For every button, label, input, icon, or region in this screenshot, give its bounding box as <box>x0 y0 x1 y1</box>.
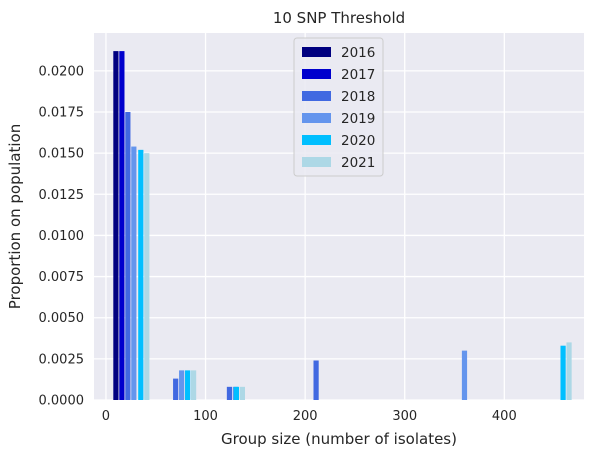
bar-2018 <box>226 386 233 400</box>
legend-swatch-2017 <box>302 69 331 79</box>
bar-2018 <box>313 360 319 400</box>
bar-2019 <box>461 350 468 400</box>
y-tick-label: 0.0075 <box>39 270 85 285</box>
chart-title: 10 SNP Threshold <box>273 9 405 27</box>
legend-swatch-2020 <box>302 135 331 145</box>
legend-label: 2020 <box>341 133 375 149</box>
bar-2021 <box>144 153 150 400</box>
bar-2020 <box>185 370 191 400</box>
x-tick-label: 0 <box>102 409 110 424</box>
bar-2021 <box>190 370 197 400</box>
y-tick-label: 0.0175 <box>39 105 85 120</box>
y-tick-label: 0.0100 <box>39 229 85 244</box>
legend-label: 2021 <box>341 155 375 171</box>
x-tick-label: 100 <box>193 409 218 424</box>
y-tick-label: 0.0150 <box>39 147 85 162</box>
legend: 2016 2017 2018 2019 2020 2021 <box>293 37 384 177</box>
x-axis-label: Group size (number of isolates) <box>221 430 457 448</box>
bar-2020 <box>138 149 144 400</box>
y-tick-label: 0.0200 <box>39 64 85 79</box>
bar-2020 <box>560 345 566 400</box>
legend-label: 2016 <box>341 45 375 61</box>
bars <box>113 51 572 400</box>
bar-2018 <box>125 111 131 400</box>
y-tick-label: 0.0000 <box>39 394 85 409</box>
bar-2016 <box>113 51 119 400</box>
bar-2017 <box>119 51 125 400</box>
x-tick-label: 200 <box>293 409 318 424</box>
legend-label: 2018 <box>341 89 375 105</box>
x-tick-label: 400 <box>492 409 517 424</box>
legend-label: 2019 <box>341 111 375 127</box>
legend-swatch-2018 <box>302 91 331 101</box>
bar-2019 <box>179 370 185 400</box>
bar-2020 <box>233 386 240 400</box>
legend-swatch-2021 <box>302 157 331 167</box>
y-tick-label: 0.0125 <box>39 188 85 203</box>
legend-swatch-2016 <box>302 47 331 57</box>
legend-swatch-2019 <box>302 113 331 123</box>
ticks: 0 100 200 300 400 0.0000 0.0025 0.0050 0.0075 0.0… <box>39 64 517 424</box>
legend-label: 2017 <box>341 67 375 83</box>
bar-2018 <box>173 378 179 400</box>
y-tick-label: 0.0050 <box>39 311 85 326</box>
bar-2019 <box>131 146 137 400</box>
y-axis-label: Proportion on population <box>6 124 24 309</box>
bar-2021 <box>239 386 245 400</box>
y-tick-label: 0.0025 <box>39 352 85 367</box>
bar-2021 <box>566 342 572 400</box>
x-tick-label: 300 <box>392 409 417 424</box>
